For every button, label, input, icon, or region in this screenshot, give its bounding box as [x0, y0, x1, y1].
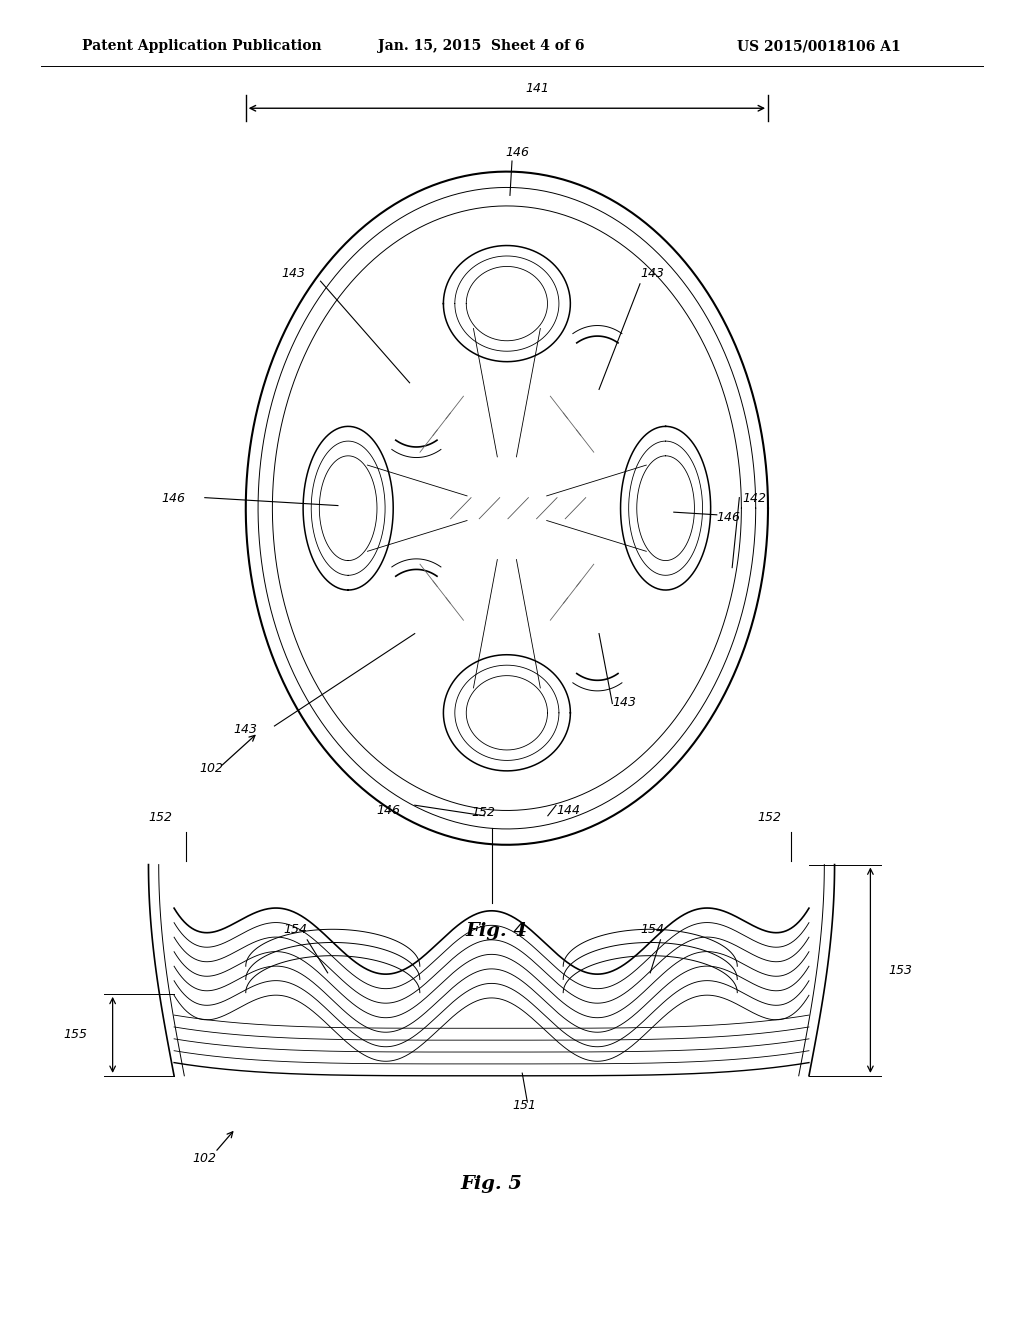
- Text: 144: 144: [556, 804, 580, 817]
- Text: 142: 142: [742, 491, 766, 504]
- Text: 152: 152: [758, 810, 781, 824]
- Text: 155: 155: [63, 1028, 87, 1041]
- Text: 154: 154: [284, 923, 307, 936]
- Text: 152: 152: [148, 810, 172, 824]
- Text: 143: 143: [282, 267, 305, 280]
- Text: 102: 102: [193, 1151, 216, 1164]
- Text: US 2015/0018106 A1: US 2015/0018106 A1: [737, 40, 901, 53]
- Text: 143: 143: [612, 696, 636, 709]
- Text: 146: 146: [505, 145, 529, 158]
- Text: 143: 143: [640, 267, 664, 280]
- Text: 146: 146: [377, 804, 400, 817]
- Text: 154: 154: [640, 923, 664, 936]
- Text: 146: 146: [717, 511, 740, 524]
- Text: Patent Application Publication: Patent Application Publication: [82, 40, 322, 53]
- Text: Fig. 4: Fig. 4: [466, 921, 527, 940]
- Text: 151: 151: [512, 1098, 536, 1111]
- Text: 141: 141: [525, 82, 550, 95]
- Text: 102: 102: [200, 762, 223, 775]
- Text: Jan. 15, 2015  Sheet 4 of 6: Jan. 15, 2015 Sheet 4 of 6: [378, 40, 585, 53]
- Text: 146: 146: [162, 491, 185, 504]
- Text: 152: 152: [471, 805, 495, 818]
- Text: Fig. 5: Fig. 5: [461, 1175, 522, 1193]
- Text: 143: 143: [233, 722, 257, 735]
- Text: 153: 153: [889, 964, 912, 977]
